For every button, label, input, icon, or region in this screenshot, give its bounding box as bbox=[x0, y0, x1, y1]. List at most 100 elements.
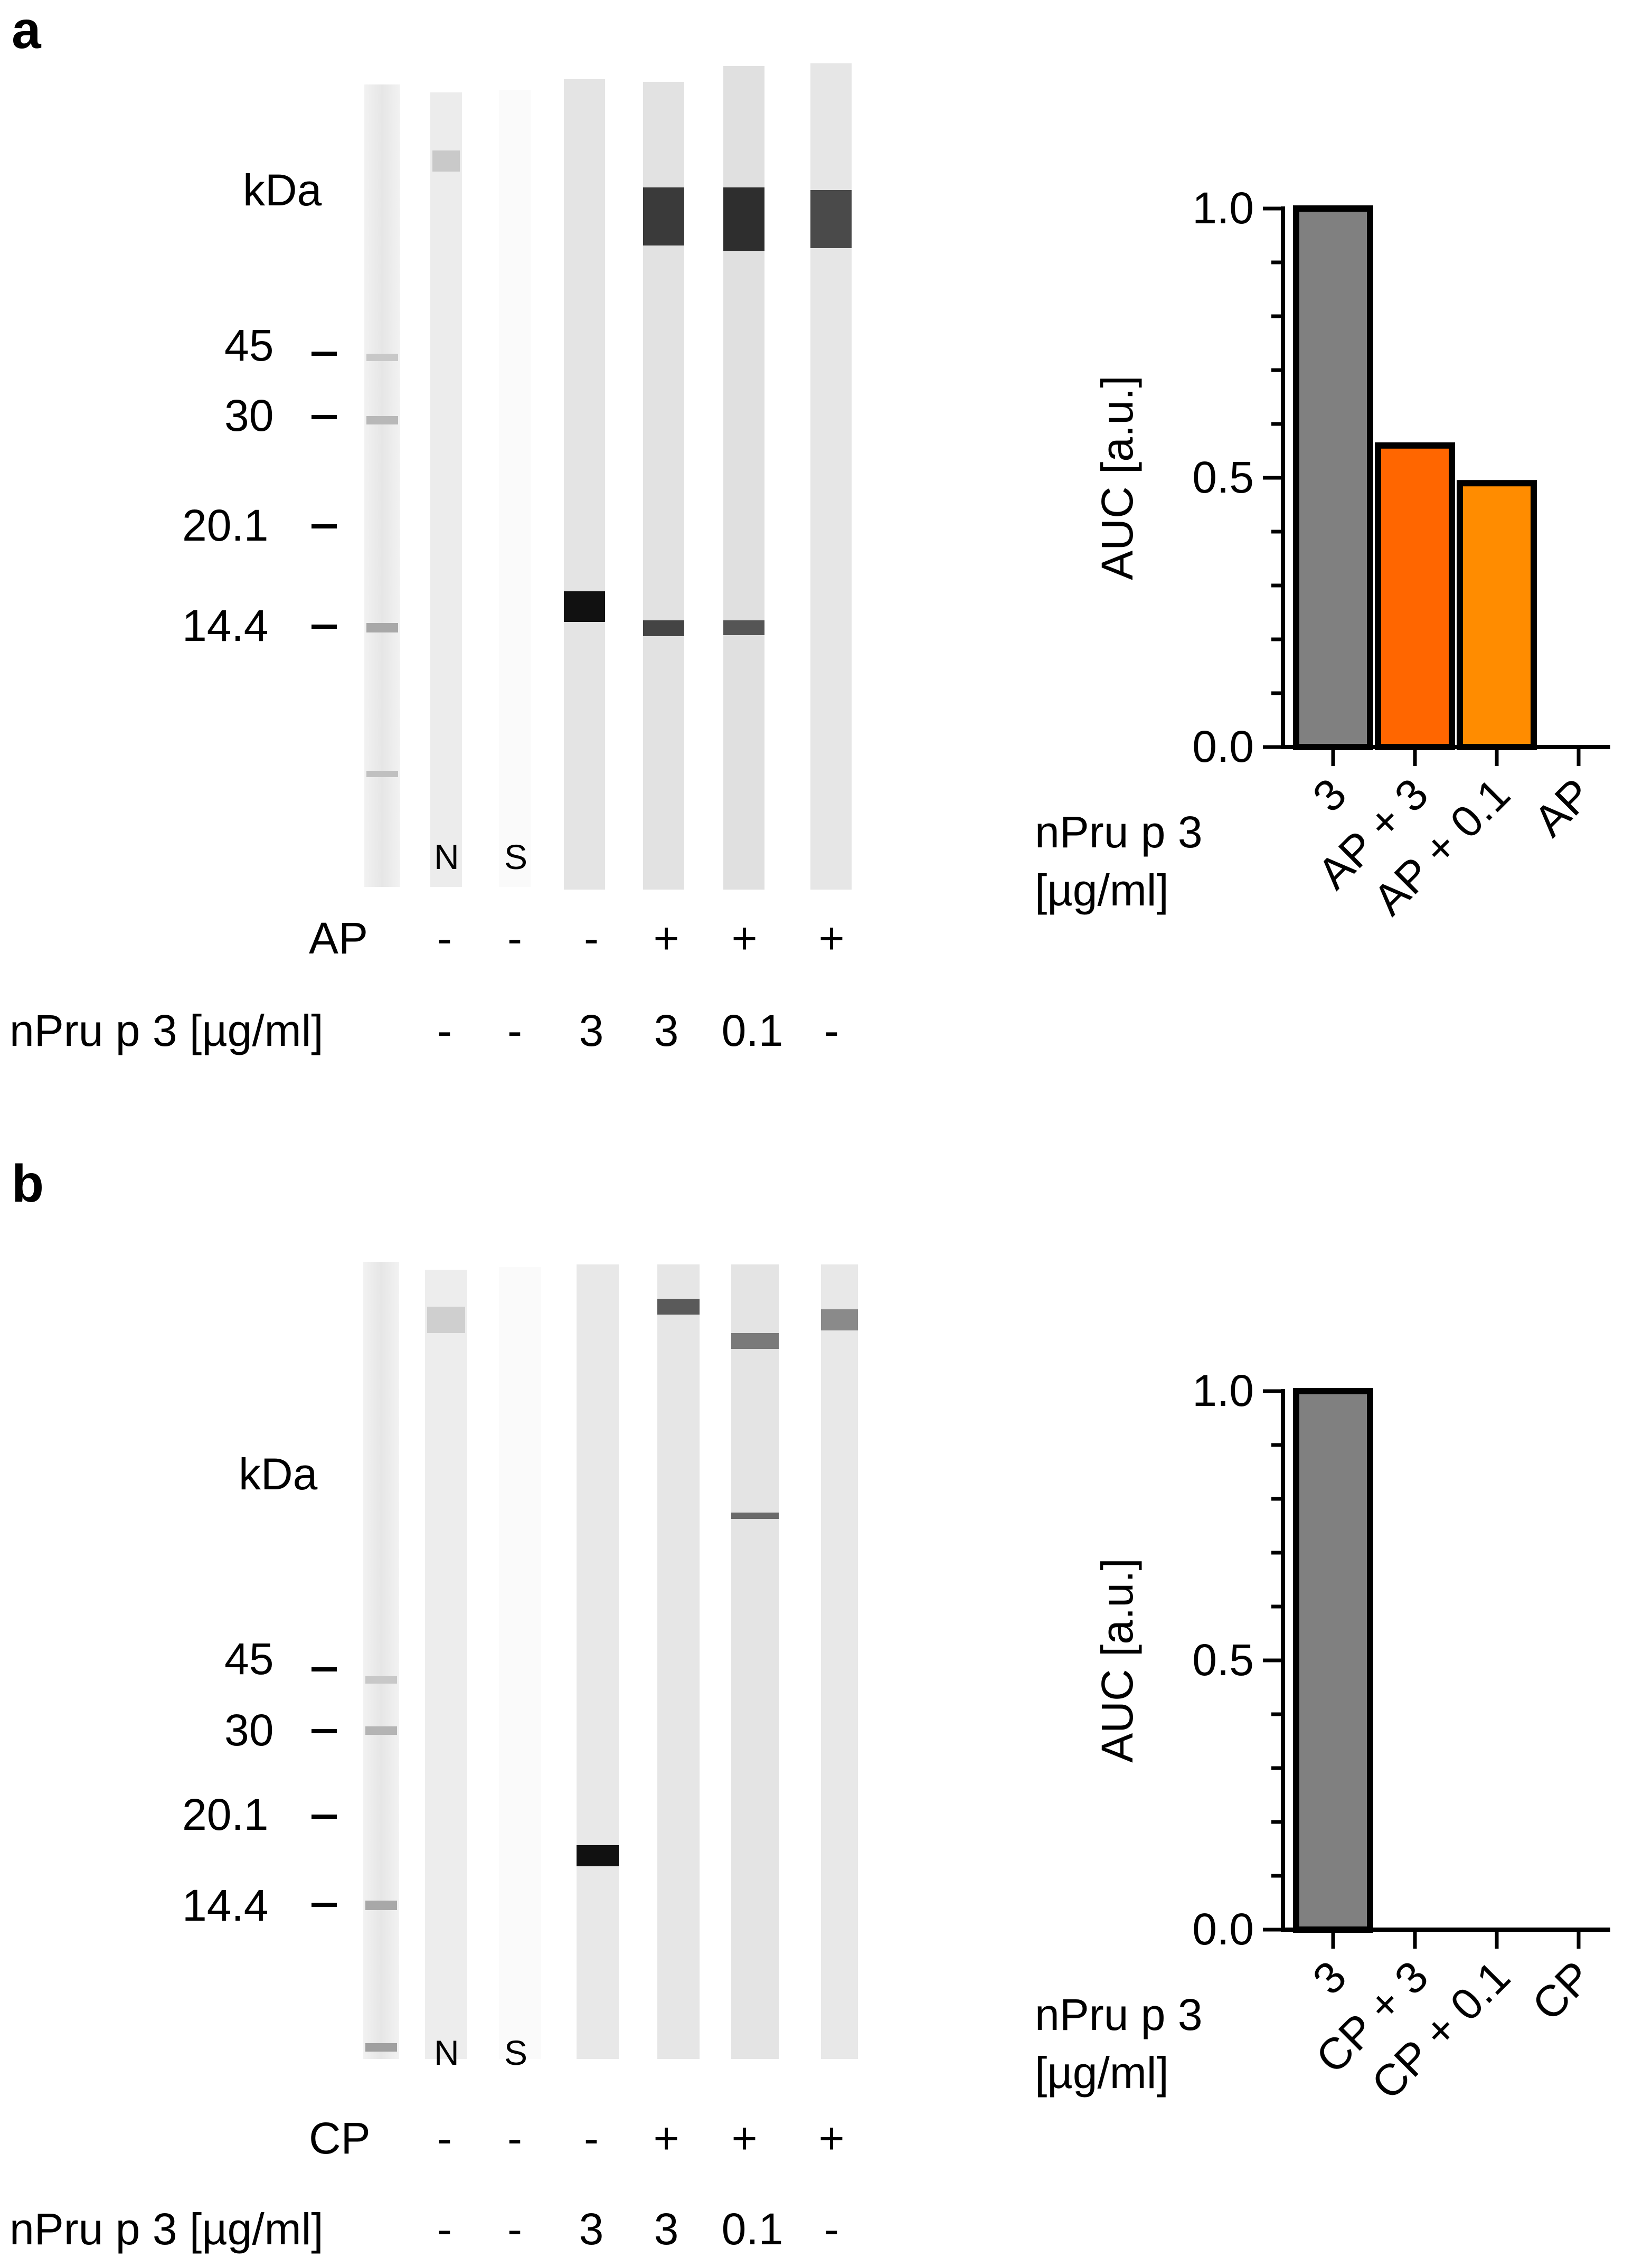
bar bbox=[1375, 442, 1455, 750]
kda-label: kDa bbox=[239, 1449, 318, 1499]
x-axis-label-unit: [µg/ml] bbox=[1035, 865, 1169, 915]
row1-value: - bbox=[584, 2113, 599, 2163]
lane-letter-s: S bbox=[504, 837, 528, 876]
y-tick-label: 0.5 bbox=[1192, 452, 1254, 502]
ladder-band bbox=[365, 1901, 397, 1910]
marker-tick-20-1 bbox=[311, 1815, 337, 1819]
row2-value: 3 bbox=[579, 1006, 604, 1055]
ladder-band bbox=[366, 623, 398, 632]
band-14kda bbox=[643, 620, 684, 636]
panel-label-a: a bbox=[12, 1, 41, 60]
lane-cp-0-1 bbox=[731, 1264, 779, 2059]
row2-value: - bbox=[824, 2204, 839, 2254]
x-axis-label: nPru p 3 bbox=[1035, 807, 1203, 857]
lane-3 bbox=[577, 1264, 619, 2059]
aggregate-smear bbox=[810, 190, 852, 248]
y-tick-label: 0.0 bbox=[1192, 722, 1254, 771]
ladder-lane bbox=[364, 84, 400, 887]
row2-label: nPru p 3 [µg/ml] bbox=[10, 2204, 324, 2254]
lane-cp-3 bbox=[657, 1264, 700, 2059]
marker-tick-30 bbox=[311, 415, 337, 419]
row2-value: 3 bbox=[654, 2204, 679, 2254]
aggregate-smear bbox=[723, 187, 764, 251]
x-tick-label: 3 bbox=[1303, 769, 1356, 821]
marker-tick-30 bbox=[311, 1729, 337, 1733]
panel-label-b: b bbox=[12, 1154, 44, 1213]
lane-n bbox=[430, 92, 462, 887]
lane-letter-n: N bbox=[434, 2033, 459, 2072]
marker-label-14-4: 14.4 bbox=[182, 601, 269, 650]
kda-label: kDa bbox=[243, 165, 322, 215]
marker-tick-14-4 bbox=[311, 1903, 337, 1907]
x-tick-label: AP bbox=[1524, 769, 1601, 846]
row1-label: CP bbox=[309, 2113, 371, 2163]
x-axis-label-unit: [µg/ml] bbox=[1035, 2048, 1169, 2098]
ladder-band bbox=[366, 354, 398, 361]
marker-label-14-4: 14.4 bbox=[182, 1881, 269, 1930]
lane-cp bbox=[821, 1264, 858, 2059]
marker-tick-45 bbox=[311, 1667, 337, 1671]
row2-value: - bbox=[507, 2204, 522, 2254]
lane-ap-0-1 bbox=[723, 66, 764, 890]
marker-label-30: 30 bbox=[224, 391, 274, 440]
lane-n bbox=[425, 1270, 467, 2059]
row1-value: + bbox=[818, 2113, 845, 2163]
ladder-band bbox=[366, 416, 398, 424]
row2-value: 0.1 bbox=[721, 1006, 783, 1055]
row1-value: + bbox=[731, 2113, 758, 2163]
ladder-lane bbox=[363, 1262, 399, 2059]
bar bbox=[1457, 480, 1537, 750]
ladder-band bbox=[366, 771, 398, 777]
marker-tick-14-4 bbox=[311, 625, 337, 629]
row2-value: 3 bbox=[654, 1006, 679, 1055]
marker-tick-45 bbox=[311, 352, 337, 356]
band-14kda bbox=[723, 620, 764, 635]
row2-value: - bbox=[437, 1006, 452, 1055]
lane-3 bbox=[564, 79, 605, 890]
y-tick-label: 0.5 bbox=[1192, 1635, 1254, 1685]
row2-label: nPru p 3 [µg/ml] bbox=[10, 1006, 324, 1055]
row2-value: 0.1 bbox=[721, 2204, 783, 2254]
lane-smear bbox=[432, 150, 460, 172]
bar bbox=[1293, 1388, 1373, 1933]
lane-s bbox=[499, 90, 531, 887]
row1-label: AP bbox=[309, 913, 369, 963]
bar bbox=[1293, 205, 1373, 750]
row1-value: - bbox=[507, 913, 522, 963]
row1-value: + bbox=[653, 2113, 679, 2163]
row1-value: - bbox=[507, 2113, 522, 2163]
marker-label-30: 30 bbox=[224, 1705, 274, 1755]
y-axis-label: AUC [a.u.] bbox=[1092, 375, 1142, 580]
row2-value: - bbox=[437, 2204, 452, 2254]
row1-value: + bbox=[653, 913, 679, 963]
y-tick-label: 1.0 bbox=[1192, 183, 1254, 233]
lane-smear bbox=[731, 1513, 779, 1519]
row1-value: - bbox=[584, 913, 599, 963]
row1-value: - bbox=[437, 2113, 452, 2163]
band-14kda bbox=[564, 591, 605, 622]
marker-label-20-1: 20.1 bbox=[182, 500, 269, 550]
y-tick-label: 1.0 bbox=[1192, 1366, 1254, 1415]
x-axis-label: nPru p 3 bbox=[1035, 1990, 1203, 2039]
row1-value: + bbox=[818, 913, 845, 963]
marker-tick-20-1 bbox=[311, 524, 337, 528]
row1-value: - bbox=[437, 913, 452, 963]
lane-s bbox=[499, 1267, 541, 2059]
row1-value: + bbox=[731, 913, 758, 963]
lane-smear bbox=[657, 1299, 700, 1315]
lane-smear bbox=[731, 1333, 779, 1349]
marker-label-45: 45 bbox=[224, 320, 274, 370]
ladder-band bbox=[365, 1676, 397, 1684]
ladder-band bbox=[365, 1726, 397, 1735]
lane-smear bbox=[427, 1307, 465, 1333]
y-axis-label: AUC [a.u.] bbox=[1092, 1558, 1142, 1762]
row2-value: - bbox=[824, 1006, 839, 1055]
lane-letter-n: N bbox=[434, 837, 459, 876]
marker-label-45: 45 bbox=[224, 1634, 274, 1684]
ladder-band bbox=[365, 2043, 397, 2052]
marker-label-20-1: 20.1 bbox=[182, 1790, 269, 1839]
y-tick-label: 0.0 bbox=[1192, 1904, 1254, 1954]
x-tick-label: 3 bbox=[1303, 1951, 1356, 2004]
